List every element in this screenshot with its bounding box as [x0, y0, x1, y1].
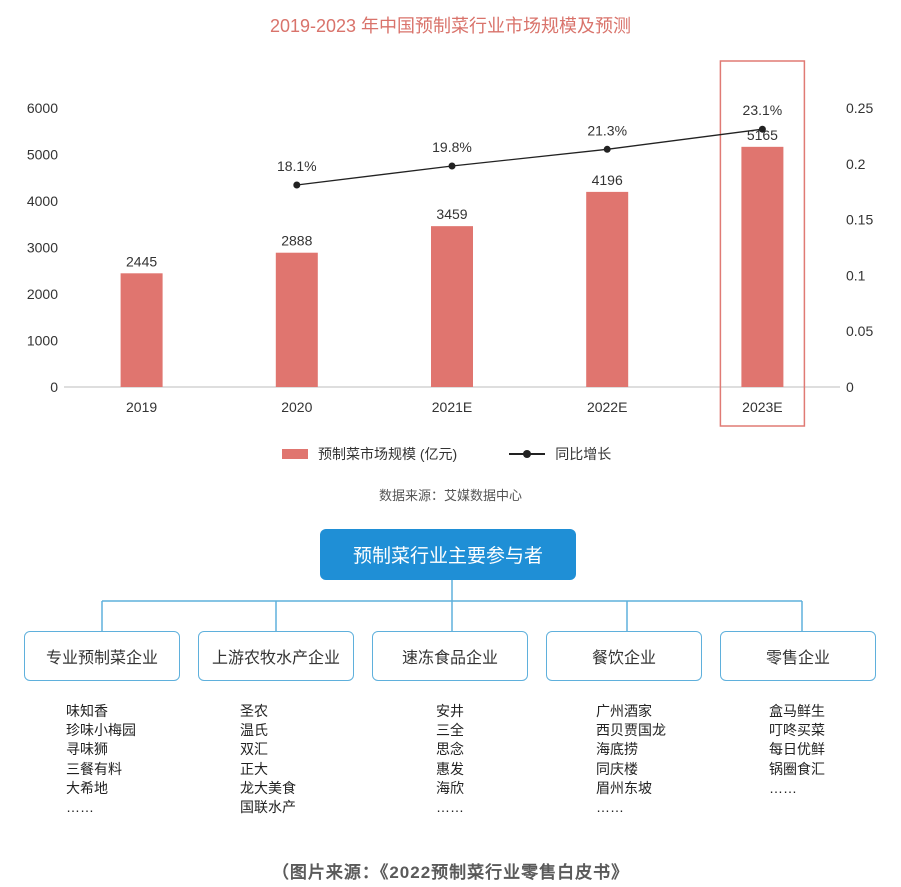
- bar-value-label: 3459: [436, 206, 467, 222]
- company-item: 惠发: [436, 760, 464, 777]
- y-right-tick-label: 0.1: [846, 267, 866, 283]
- company-item: 海欣: [436, 779, 464, 796]
- company-item: 同庆楼: [596, 760, 638, 777]
- y-left-tick-label: 4000: [27, 193, 58, 209]
- y-left-tick-label: 6000: [27, 100, 58, 116]
- legend: 预制菜市场规模 (亿元) 同比增长: [282, 444, 611, 464]
- company-item: 西贝贾国龙: [596, 722, 666, 739]
- highlight-box: [719, 60, 806, 427]
- growth-label: 19.8%: [432, 139, 472, 155]
- growth-point: [758, 125, 766, 133]
- growth-label: 23.1%: [743, 102, 783, 118]
- company-list-specialist: 味知香 珍味小梅园 寻味狮 三餐有料 大希地 ……: [66, 702, 136, 817]
- company-item: 圣农: [240, 703, 268, 719]
- legend-line-label: 同比增长: [555, 446, 612, 462]
- company-list-catering: 广州酒家 西贝贾国龙 海底捞 同庆楼 眉州东坡 ……: [596, 702, 666, 817]
- category-box-frozen: 速冻食品企业: [372, 631, 528, 681]
- company-item: 温氏: [240, 722, 268, 739]
- bar: [586, 191, 629, 387]
- company-item: 每日优鲜: [769, 741, 825, 758]
- y-right-tick-label: 0: [846, 379, 854, 395]
- y-left-tick-label: 0: [50, 379, 58, 395]
- legend-bar-label: 预制菜市场规模 (亿元): [318, 446, 458, 462]
- company-item: ……: [436, 799, 464, 816]
- x-tick-label: 2019: [126, 399, 157, 415]
- x-tick-label: 2021E: [432, 399, 472, 415]
- growth-point: [448, 162, 456, 170]
- company-item: 盒马鲜生: [769, 703, 825, 719]
- chart-title: 2019-2023 年中国预制菜行业市场规模及预测: [269, 16, 632, 36]
- bar-value-label: 2888: [281, 233, 312, 249]
- company-item: 正大: [240, 760, 268, 777]
- bar: [275, 252, 318, 387]
- x-tick-label: 2023E: [742, 399, 782, 415]
- company-item: ……: [66, 799, 94, 816]
- chart-area: 0 1000 2000 3000 4000 5000 6000 0 0.05 0.1 0.15 0.2…: [27, 60, 873, 427]
- company-item: 寻味狮: [66, 741, 108, 758]
- y-left-tick-label: 1000: [27, 333, 58, 349]
- company-item: 海底捞: [596, 741, 638, 758]
- legend-line-swatch: [509, 450, 546, 458]
- category-box-retail: 零售企业: [720, 631, 876, 681]
- company-list-frozen: 安井 三全 思念 惠发 海欣 ……: [436, 702, 464, 817]
- bar: [431, 226, 473, 387]
- company-item: 眉州东坡: [596, 779, 652, 796]
- tree-connectors: [101, 580, 803, 631]
- bar-value-label: 2445: [126, 253, 157, 269]
- y-right-tick-label: 0.25: [846, 100, 873, 116]
- company-list-upstream: 圣农 温氏 双汇 正大 龙大美食 国联水产: [240, 702, 296, 817]
- category-box-catering: 餐饮企业: [546, 631, 702, 681]
- growth-label: 21.3%: [587, 122, 627, 138]
- y-left-tick-label: 3000: [27, 240, 58, 256]
- y-right-tick-label: 0.15: [846, 212, 873, 228]
- company-item: 味知香: [66, 703, 108, 719]
- company-item: 广州酒家: [596, 703, 652, 719]
- growth-line: [296, 128, 763, 186]
- tree-root-box: 预制菜行业主要参与者: [320, 529, 576, 580]
- bar: [741, 146, 784, 387]
- y-left-tick-label: 2000: [27, 286, 58, 302]
- legend-bar-swatch: [282, 449, 308, 459]
- company-item: 珍味小梅园: [66, 722, 136, 739]
- y-right-tick-label: 0.05: [846, 323, 873, 339]
- source-note: 数据来源：艾媒数据中心: [378, 488, 522, 503]
- company-item: 国联水产: [240, 799, 296, 816]
- company-item: 安井: [436, 703, 464, 719]
- y-right-tick-label: 0.2: [846, 156, 866, 172]
- company-item: 思念: [436, 741, 464, 758]
- company-item: 双汇: [240, 741, 268, 758]
- x-tick-label: 2020: [281, 399, 312, 415]
- growth-point: [293, 181, 301, 189]
- category-box-upstream: 上游农牧水产企业: [198, 631, 354, 681]
- x-tick-label: 2022E: [587, 399, 627, 415]
- company-item: 叮咚买菜: [769, 722, 825, 739]
- category-box-specialist: 专业预制菜企业: [24, 631, 180, 681]
- company-item: 三餐有料: [66, 760, 122, 777]
- growth-point: [603, 145, 611, 153]
- footer-source: （图片来源：《2022预制菜行业零售白皮书》: [271, 863, 630, 882]
- company-item: 锅圈食汇: [769, 760, 825, 777]
- company-item: 大希地: [66, 779, 108, 796]
- company-list-retail: 盒马鲜生 叮咚买菜 每日优鲜 锅圈食汇 ……: [769, 702, 825, 798]
- company-item: 龙大美食: [240, 779, 296, 796]
- company-item: ……: [596, 799, 624, 816]
- y-left-tick-label: 5000: [27, 147, 58, 163]
- growth-label: 18.1%: [277, 158, 317, 174]
- bar: [120, 273, 163, 387]
- company-item: 三全: [436, 722, 464, 739]
- company-item: ……: [769, 779, 797, 796]
- bar-value-label: 4196: [592, 172, 623, 188]
